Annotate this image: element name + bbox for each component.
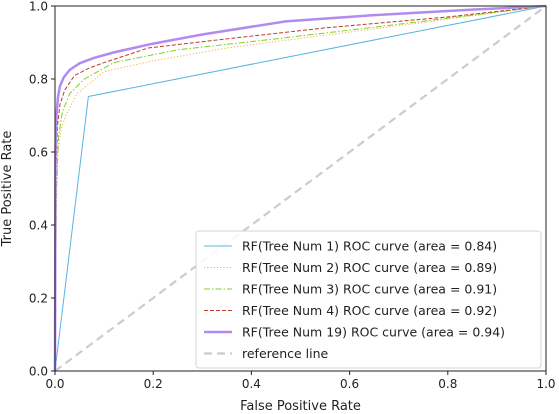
series-line-rf-tree-num-3-roc-curve-area-0-91	[54, 5, 547, 372]
ticks-layer: 0.0 0.2 0.4 0.6 0.8 1.0 0.0 0.2 0.4 0.6 0.8 1.0	[29, 0, 556, 391]
legend-entry: RF(Tree Num 1) ROC curve (area = 0.84)	[242, 239, 497, 254]
legend-entry: RF(Tree Num 2) ROC curve (area = 0.89)	[242, 260, 497, 275]
series-line-rf-tree-num-2-roc-curve-area-0-89	[54, 5, 547, 372]
y-tick-label: 0.2	[29, 292, 48, 306]
x-tick-label: 0.2	[144, 377, 163, 391]
legend-entry: RF(Tree Num 19) ROC curve (area = 0.94)	[242, 325, 505, 340]
y-tick-label: 0.8	[29, 73, 48, 87]
x-tick-label: 0.6	[340, 377, 359, 391]
series-line-rf-tree-num-19-roc-curve-area-0-94	[53, 4, 547, 372]
x-tick-label: 0.0	[45, 377, 64, 391]
plot-frame	[54, 5, 547, 372]
series-line-reference-line	[54, 5, 547, 372]
y-tick-label: 0.0	[29, 365, 48, 379]
series-line-rf-tree-num-1-roc-curve-area-0-84	[54, 5, 547, 372]
legend-entry: RF(Tree Num 4) ROC curve (area = 0.92)	[242, 303, 497, 318]
x-tick-label: 1.0	[536, 377, 555, 391]
x-tick-label: 0.8	[438, 377, 457, 391]
legend-box	[195, 230, 542, 369]
legend: RF(Tree Num 1) ROC curve (area = 0.84) RF…	[195, 230, 542, 369]
y-axis-label: True Positive Rate	[0, 131, 15, 248]
y-tick-label: 0.6	[29, 146, 48, 160]
y-tick-label: 0.4	[29, 219, 48, 233]
x-tick-label: 0.4	[242, 377, 261, 391]
series-layer	[53, 4, 547, 372]
legend-entry: RF(Tree Num 3) ROC curve (area = 0.91)	[242, 282, 497, 297]
x-axis-label: False Positive Rate	[240, 399, 361, 414]
legend-entry: reference line	[242, 346, 329, 361]
y-tick-label: 1.0	[29, 0, 48, 14]
